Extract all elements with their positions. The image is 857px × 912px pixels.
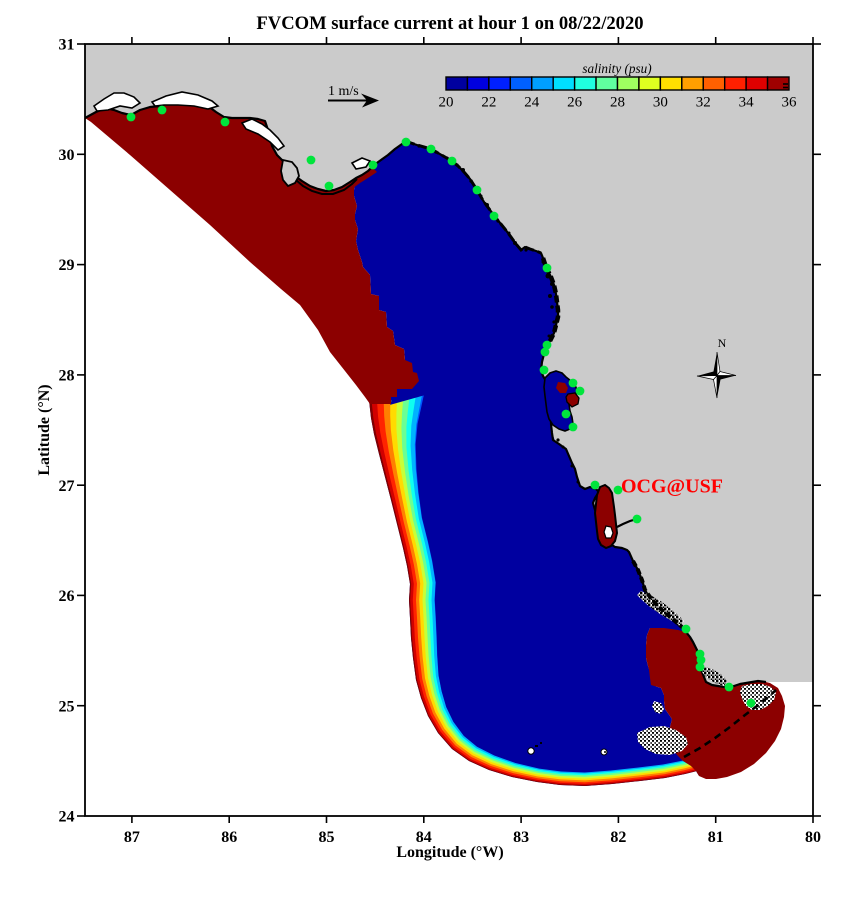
- svg-text:20: 20: [439, 95, 454, 111]
- svg-text:FVCOM surface current at hour: FVCOM surface current at hour 1 on 08/22…: [256, 13, 643, 34]
- svg-text:32: 32: [696, 95, 711, 111]
- svg-text:26: 26: [59, 588, 75, 605]
- svg-text:81: 81: [708, 829, 724, 846]
- svg-text:30: 30: [59, 147, 75, 164]
- svg-text:29: 29: [59, 257, 75, 274]
- svg-text:26: 26: [567, 95, 583, 111]
- svg-text:85: 85: [319, 829, 335, 846]
- svg-text:84: 84: [416, 829, 432, 846]
- svg-text:27: 27: [59, 478, 75, 495]
- svg-text:25: 25: [59, 698, 75, 715]
- svg-text:86: 86: [221, 829, 237, 846]
- svg-text:24: 24: [524, 95, 540, 111]
- svg-text:salinity (psu): salinity (psu): [582, 61, 651, 76]
- svg-text:1 m/s: 1 m/s: [328, 84, 359, 99]
- svg-text:OCG@USF: OCG@USF: [621, 476, 723, 498]
- svg-text:34: 34: [739, 95, 755, 111]
- svg-text:22: 22: [481, 95, 496, 111]
- svg-text:24: 24: [59, 809, 75, 826]
- svg-text:28: 28: [610, 95, 625, 111]
- svg-text:Latitude (°N): Latitude (°N): [36, 384, 53, 475]
- svg-text:36: 36: [782, 95, 798, 111]
- svg-text:N: N: [718, 336, 727, 350]
- svg-text:83: 83: [513, 829, 529, 846]
- svg-text:Longitude (°W): Longitude (°W): [396, 844, 503, 861]
- svg-text:28: 28: [59, 368, 75, 385]
- svg-text:80: 80: [805, 829, 821, 846]
- svg-text:82: 82: [610, 829, 626, 846]
- svg-text:30: 30: [653, 95, 668, 111]
- svg-text:31: 31: [59, 37, 75, 54]
- svg-text:87: 87: [124, 829, 140, 846]
